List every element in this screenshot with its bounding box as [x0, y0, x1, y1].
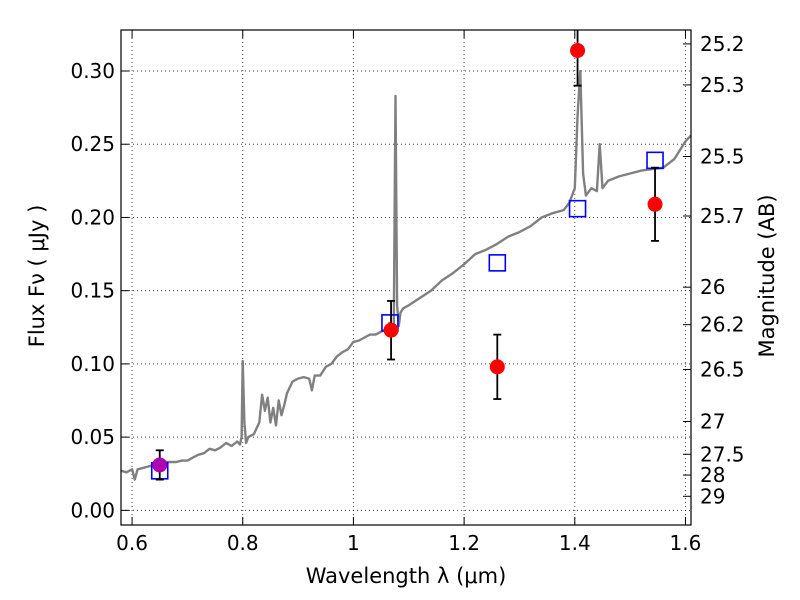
observed-point — [570, 43, 586, 59]
plot-area — [121, 30, 691, 481]
y-tick-label: 0.05 — [70, 425, 115, 449]
right-y-tick-label: 25.2 — [700, 32, 745, 56]
right-y-axis-label: Magnitude (AB) — [755, 194, 779, 357]
spectrum-line — [121, 69, 691, 481]
right-y-tick-label: 26 — [700, 275, 725, 299]
model-point-square — [488, 254, 507, 272]
right-y-tick-label: 27.5 — [700, 442, 745, 466]
x-tick-label: 0.6 — [116, 531, 148, 555]
y-axis-label: Flux Fν ( μJy ) — [25, 205, 49, 348]
grid — [121, 30, 691, 525]
y-tick-label: 0.25 — [70, 132, 115, 156]
plot-frame — [120, 29, 692, 526]
right-y-tick-label: 29 — [700, 484, 725, 508]
observed-point — [383, 322, 399, 338]
right-y-tick-label: 27 — [700, 409, 725, 433]
y-tick-label: 0.20 — [70, 205, 115, 229]
right-y-tick-label: 25.3 — [700, 73, 745, 97]
x-tick-label: 1.4 — [559, 531, 591, 555]
observed-point — [152, 457, 168, 473]
y-tick-label: 0.00 — [70, 498, 115, 522]
right-y-tick-label: 25.7 — [700, 204, 745, 228]
model-point-square — [646, 151, 664, 170]
observed-point — [489, 359, 505, 375]
right-y-tick-label: 26.5 — [700, 357, 745, 381]
model-point-square — [568, 199, 587, 218]
right-y-tick-label: 26.2 — [700, 313, 745, 337]
x-tick-label: 0.8 — [227, 531, 259, 555]
x-axis-label: Wavelength λ (μm) — [306, 564, 507, 588]
x-tick-label: 1.2 — [448, 531, 480, 555]
y-tick-label: 0.30 — [70, 59, 115, 83]
x-tick-label: 1.6 — [670, 531, 702, 555]
observed-point — [647, 196, 663, 212]
right-y-tick-label: 25.5 — [700, 145, 745, 169]
plot-clip-group — [121, 30, 691, 481]
right-y-tick-label: 28 — [700, 463, 725, 487]
y-tick-label: 0.10 — [70, 352, 115, 376]
y-tick-label: 0.15 — [70, 279, 115, 303]
axes: 0.6 0.8 1 1.2 1.4 1.6 0.00 0.05 0.10 0.15 0.20 0.25… — [70, 29, 745, 555]
x-tick-label: 1 — [347, 531, 360, 555]
